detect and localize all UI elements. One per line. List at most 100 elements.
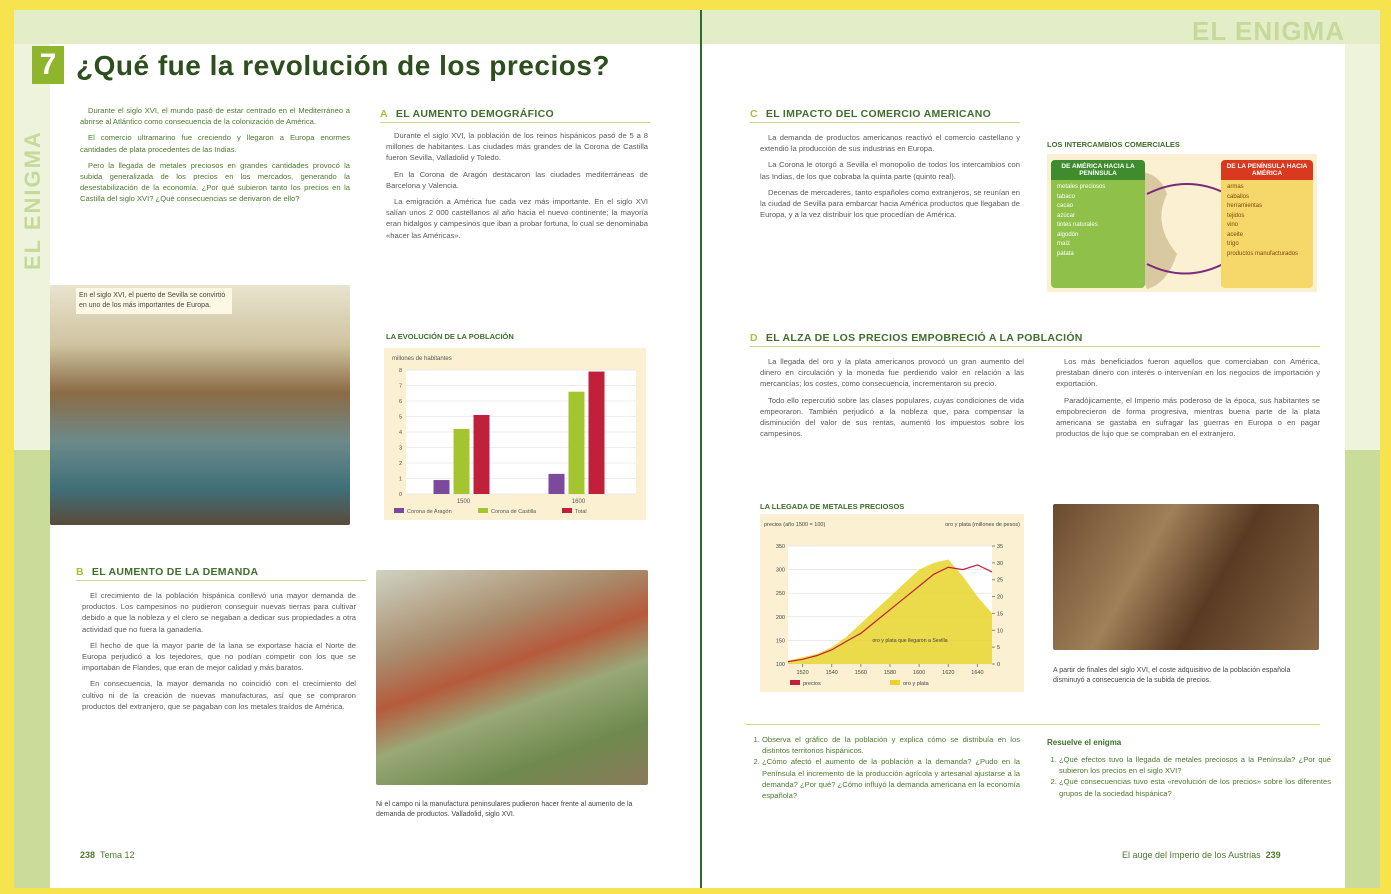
side-label: EL ENIGMA xyxy=(20,110,50,270)
crowd-image xyxy=(1053,504,1319,650)
page-number: 239 xyxy=(1266,850,1281,860)
image-caption: A partir de finales del siglo XVI, el co… xyxy=(1053,666,1319,686)
x-tick-label: 1600 xyxy=(913,670,925,676)
america-box: DE AMÉRICA HACIA LA PENÍNSULA metales pr… xyxy=(1051,160,1145,288)
text-item: Observa el gráfico de la población y exp… xyxy=(762,734,1020,756)
text-item: ¿Cómo afectó el aumento de la población … xyxy=(762,756,1020,801)
axis-label: millones de habitantes xyxy=(392,356,452,362)
y2-tick-label: 5 xyxy=(997,645,1000,651)
bar xyxy=(474,415,490,494)
chart-title: LA EVOLUCIÓN DE LA POBLACIÓN xyxy=(386,332,514,341)
text-item: Pero la llegada de metales preciosos en … xyxy=(80,160,350,205)
section-text: Durante el siglo XVI, la población de lo… xyxy=(386,130,648,246)
legend-label: Corona de Aragón xyxy=(407,509,452,515)
text-item: herramientas xyxy=(1227,202,1307,212)
section-heading: B EL AUMENTO DE LA DEMANDA xyxy=(76,566,366,581)
box-heading: DE AMÉRICA HACIA LA PENÍNSULA xyxy=(1051,160,1145,180)
y-tick-label: 300 xyxy=(776,568,785,574)
text-item: vino xyxy=(1227,221,1307,231)
text-item: El crecimiento de la población hispánica… xyxy=(82,590,356,635)
text-item: Decenas de mercaderes, tanto españoles c… xyxy=(760,187,1020,221)
page-number: 238 xyxy=(80,850,95,860)
unit: Tema 12 xyxy=(100,850,135,860)
bar xyxy=(549,474,565,494)
side-strip-dark xyxy=(1345,450,1380,888)
bar xyxy=(434,480,450,494)
side-strip-dark xyxy=(14,450,50,888)
y-tick-label: 3 xyxy=(399,446,402,452)
y-tick-label: 1 xyxy=(399,477,402,483)
text-item: La emigración a América fue cada vez más… xyxy=(386,196,648,241)
intro: Durante el siglo XVI, el mundo pasó de e… xyxy=(80,105,350,210)
y2-tick-label: 25 xyxy=(997,578,1003,584)
text-item: La llegada del oro y la plata americanos… xyxy=(760,356,1024,390)
bar xyxy=(454,429,470,494)
section-text: La demanda de productos americanos react… xyxy=(760,132,1020,225)
page-title: ¿Qué fue la revolución de los precios? xyxy=(76,50,610,82)
box-heading: DE LA PENÍNSULA HACIA AMÉRICA xyxy=(1221,160,1313,180)
left-page: 7 ¿Qué fue la revolución de los precios?… xyxy=(14,10,700,888)
text-item: Durante el siglo XVI, la población de lo… xyxy=(386,130,648,164)
text-item: El comercio ultramarino fue creciendo y … xyxy=(80,132,350,154)
resolve-items: ¿Qué efectos tuvo la llegada de metales … xyxy=(1047,754,1331,799)
y2-tick-label: 10 xyxy=(997,628,1003,634)
text-item: Paradójicamente, el Imperio más poderoso… xyxy=(1056,395,1320,440)
text-item: productos manufacturados xyxy=(1227,250,1307,260)
section-title: EL AUMENTO DE LA DEMANDA xyxy=(92,566,258,578)
y2-tick-label: 30 xyxy=(997,561,1003,567)
text-item: aceite xyxy=(1227,231,1307,241)
section-letter: A xyxy=(380,108,388,120)
footer: El auge del Imperio de los Austrias 239 xyxy=(1122,850,1281,860)
y-tick-label: 5 xyxy=(399,415,402,421)
text-item: trigo xyxy=(1227,240,1307,250)
text-item: En la Corona de Aragón destacaron las ci… xyxy=(386,169,648,191)
x-tick-label: 1580 xyxy=(884,670,896,676)
text-item: En consecuencia, la mayor demanda no coi… xyxy=(82,678,356,712)
text-item: azúcar xyxy=(1057,212,1139,222)
section-letter: B xyxy=(76,566,84,578)
resolve-heading: Resuelve el enigma xyxy=(1047,738,1121,747)
y-tick-label: 4 xyxy=(399,430,402,436)
text-item: La Corona le otorgó a Sevilla el monopol… xyxy=(760,159,1020,181)
text-item: caballos xyxy=(1227,193,1307,203)
y-tick-label: 100 xyxy=(776,662,785,668)
image-caption: En el siglo XVI, el puerto de Sevilla se… xyxy=(76,288,232,314)
text-item: ¿Qué consecuencias tuvo esta «revolución… xyxy=(1059,776,1331,798)
section-text: La llegada del oro y la plata americanos… xyxy=(760,356,1320,444)
x-tick-label: 1560 xyxy=(855,670,867,676)
legend-label: oro y plata xyxy=(903,681,930,687)
y2-tick-label: 35 xyxy=(997,544,1003,550)
y2-tick-label: 20 xyxy=(997,595,1003,601)
diagram-title: LOS INTERCAMBIOS COMERCIALES xyxy=(1047,140,1180,149)
metals-chart: precios (año 1500 = 100)oro y plata (mil… xyxy=(760,514,1024,692)
text-item: tejidos xyxy=(1227,212,1307,222)
section-text: El crecimiento de la población hispánica… xyxy=(82,590,356,717)
section-letter: D xyxy=(750,332,758,344)
chapter-number: 7 xyxy=(32,46,64,84)
text-item: armas xyxy=(1227,183,1307,193)
legend-swatch xyxy=(562,508,572,513)
text-item: El hecho de que la mayor parte de la lan… xyxy=(82,640,356,674)
y2-tick-label: 0 xyxy=(997,662,1000,668)
section-title: EL ALZA DE LOS PRECIOS EMPOBRECIÓ A LA P… xyxy=(766,332,1083,344)
section-title: EL IMPACTO DEL COMERCIO AMERICANO xyxy=(766,108,991,120)
footer-title: El auge del Imperio de los Austrias xyxy=(1122,850,1261,860)
x-tick-label: 1620 xyxy=(942,670,954,676)
bar xyxy=(569,392,585,494)
y-tick-label: 8 xyxy=(399,368,402,374)
x-tick-label: 1520 xyxy=(796,670,808,676)
y-tick-label: 7 xyxy=(399,384,402,390)
axis-label: oro y plata (millones de pesos) xyxy=(945,522,1020,528)
bar xyxy=(589,372,605,494)
x-tick-label: 1500 xyxy=(457,499,471,505)
legend-swatch xyxy=(394,508,404,513)
image-caption: Ni el campo ni la manufactura peninsular… xyxy=(376,800,648,820)
text-item: patata xyxy=(1057,250,1139,260)
x-tick-label: 1540 xyxy=(826,670,838,676)
text-item: tintes naturales xyxy=(1057,221,1139,231)
legend-swatch xyxy=(478,508,488,513)
